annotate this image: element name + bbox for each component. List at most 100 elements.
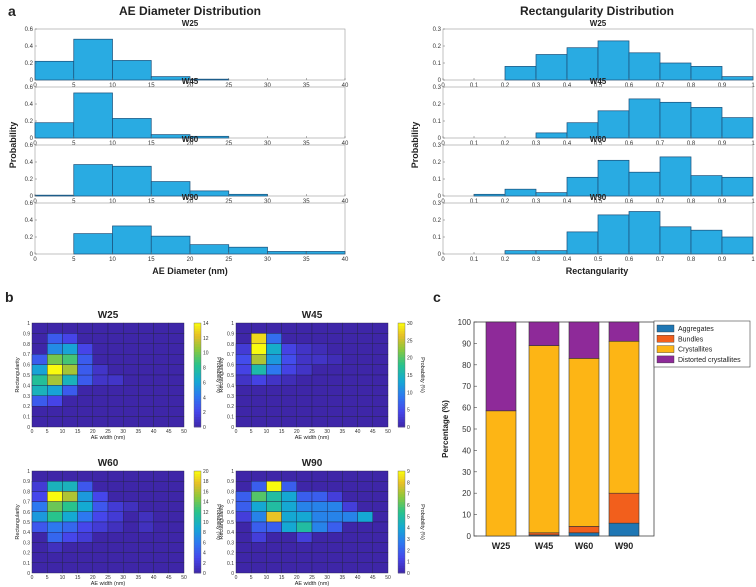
stacked-segment bbox=[608, 321, 640, 342]
colorbar-frame bbox=[193, 470, 202, 574]
hist-xtick-label: 40 bbox=[342, 141, 349, 147]
heatmap-cell bbox=[357, 333, 374, 344]
heatmap-cell bbox=[153, 333, 170, 344]
heatmap-cell bbox=[372, 374, 389, 386]
heatmap-cell bbox=[62, 491, 78, 502]
heatmap-cell bbox=[47, 333, 63, 344]
stacked-category-label: W45 bbox=[535, 541, 554, 551]
heatmap-cell bbox=[250, 552, 267, 563]
heatmap-cell bbox=[31, 364, 48, 376]
heatmap-cell bbox=[62, 416, 78, 428]
hist-xtick-label: 0.8 bbox=[687, 257, 696, 263]
legend-swatch bbox=[656, 355, 675, 364]
stacked-segment bbox=[608, 492, 640, 524]
heatmap-cell bbox=[138, 470, 154, 482]
colorbar-segment bbox=[398, 351, 405, 355]
hist-ytick-label: 0.2 bbox=[25, 235, 34, 241]
colorbar-segment bbox=[398, 542, 405, 546]
hist-xtick-label: 5 bbox=[72, 83, 76, 89]
heatmap-ytick-label: 0.5 bbox=[227, 520, 234, 526]
heatmap-cell bbox=[250, 470, 267, 482]
heatmap-cell bbox=[92, 416, 109, 428]
colorbar-tick-label: 6 bbox=[407, 503, 410, 509]
heatmap-ytick-label: 0.6 bbox=[23, 363, 30, 369]
heatmap-cell bbox=[250, 416, 267, 428]
heatmap-cell bbox=[47, 552, 63, 563]
heatmap-cell bbox=[122, 542, 139, 553]
heatmap-cell bbox=[122, 406, 139, 417]
heatmap-cell bbox=[62, 562, 78, 574]
colorbar-segment bbox=[398, 343, 405, 347]
colorbar-segment bbox=[398, 385, 405, 389]
heatmap-xtick-label: 10 bbox=[60, 429, 66, 435]
heatmap-cell bbox=[122, 343, 139, 355]
hist-xtick-label: 0.4 bbox=[563, 257, 572, 263]
heatmap-cell bbox=[250, 343, 267, 355]
heatmap-cell bbox=[31, 406, 48, 417]
heatmap-cell bbox=[281, 333, 298, 344]
hist-xtick-label: 0.3 bbox=[532, 257, 541, 263]
heatmap-cell bbox=[372, 501, 389, 513]
heatmap-cell bbox=[311, 395, 328, 407]
heatmap-cell bbox=[47, 562, 63, 574]
heatmap-cell bbox=[311, 532, 328, 543]
heatmap-cell bbox=[281, 562, 298, 574]
heatmap-cell bbox=[372, 491, 389, 502]
colorbar-segment bbox=[194, 367, 201, 371]
hist-bar bbox=[597, 40, 630, 81]
heatmap-cell bbox=[168, 470, 185, 482]
heatmap-cell bbox=[62, 333, 78, 344]
colorbar-segment bbox=[194, 369, 201, 373]
colorbar-segment bbox=[194, 529, 201, 533]
heatmap-ytick-label: 1 bbox=[231, 469, 234, 475]
hist-bar bbox=[228, 246, 268, 255]
heatmap-cell bbox=[372, 542, 389, 553]
hist-xtick-label: 0.2 bbox=[501, 257, 510, 263]
hist-xtick-label: 20 bbox=[187, 83, 194, 89]
heatmap-cell bbox=[342, 511, 358, 523]
colorbar-tick-label: 0 bbox=[203, 571, 206, 577]
colorbar-segment bbox=[398, 336, 405, 339]
hist-ytick-label: 0 bbox=[30, 78, 34, 84]
heatmap-cell bbox=[311, 521, 328, 533]
heatmap-cell bbox=[47, 406, 63, 417]
colorbar-segment bbox=[398, 539, 405, 543]
heatmap-cell bbox=[122, 395, 139, 407]
heatmap-cell bbox=[281, 322, 298, 334]
heatmap-cell bbox=[235, 470, 252, 482]
colorbar-segment bbox=[194, 408, 201, 412]
colorbar-segment bbox=[194, 547, 201, 551]
hist-bar bbox=[112, 225, 152, 255]
heatmap-cell bbox=[138, 532, 154, 543]
hist-ytick-label: 0.2 bbox=[25, 119, 34, 125]
heatmap-ytick-label: 0.3 bbox=[227, 540, 234, 546]
heatmap-cell bbox=[122, 354, 139, 365]
hist-xtick-label: 0.7 bbox=[656, 257, 665, 263]
hist-bar bbox=[690, 175, 723, 197]
heatmap-cell bbox=[92, 364, 109, 376]
colorbar-segment bbox=[398, 411, 405, 415]
colorbar-segment bbox=[398, 516, 405, 520]
heatmap-cell bbox=[311, 406, 328, 417]
heatmap-cell bbox=[266, 374, 282, 386]
heatmap-cell bbox=[266, 406, 282, 417]
heatmap-xtick-label: 20 bbox=[294, 575, 300, 581]
heatmap-xtick-label: 0 bbox=[31, 429, 34, 435]
heatmap-cell bbox=[31, 385, 48, 396]
hist-ytick-label: 0.3 bbox=[433, 85, 442, 91]
heatmap-cell bbox=[266, 562, 282, 574]
heatmap-cell bbox=[327, 501, 343, 513]
heatmap-xtick-label: 30 bbox=[120, 429, 126, 435]
legend-label: Distorted crystallites bbox=[678, 357, 741, 364]
colorbar-segment bbox=[194, 567, 201, 571]
heatmap-cell bbox=[311, 416, 328, 428]
heatmap-cell bbox=[311, 501, 328, 513]
hist-ytick-label: 0.6 bbox=[25, 85, 34, 91]
hist-xtick-label: 0.1 bbox=[470, 257, 479, 263]
heatmap-ytick-label: 0.8 bbox=[227, 342, 234, 348]
hist-xtick-label: 0 bbox=[441, 257, 445, 263]
heatmap-cell bbox=[122, 552, 139, 563]
heatmap-cell bbox=[47, 491, 63, 502]
